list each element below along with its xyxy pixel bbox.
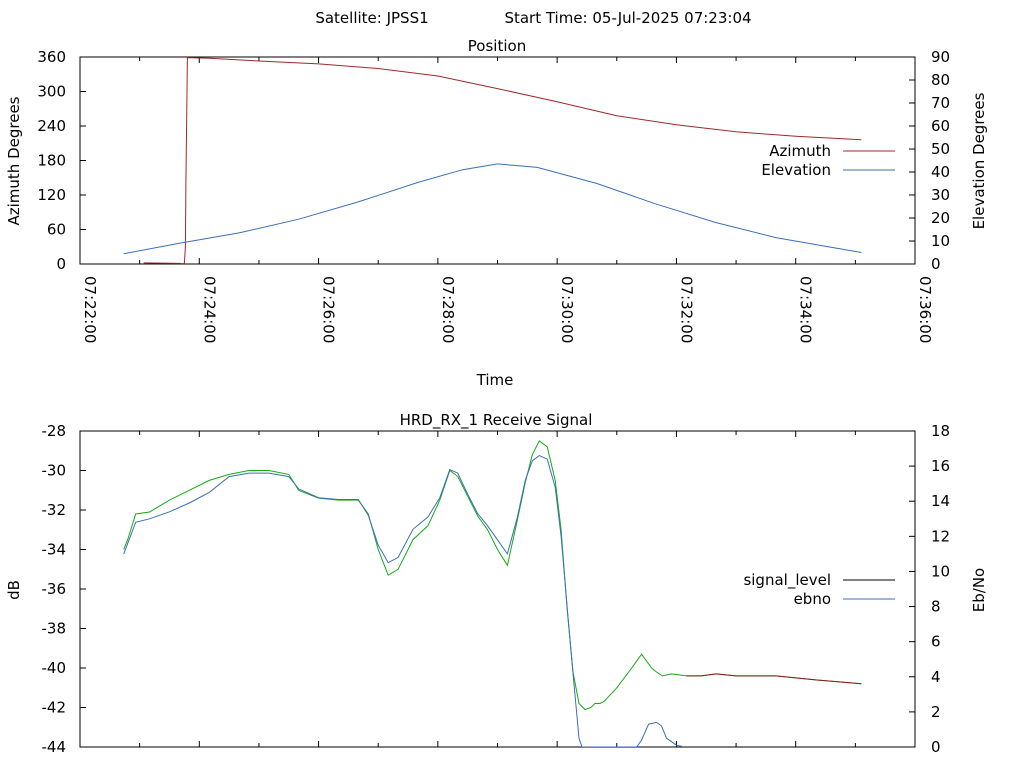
position-x-tick-label: 07:28:00 — [439, 276, 457, 343]
signal-level-lost-segment — [686, 673, 862, 685]
signal-y2-tick-label: 8 — [931, 598, 941, 616]
ebno-axis-label: Eb/No — [970, 568, 988, 612]
signal-y-tick-label: -40 — [42, 659, 67, 677]
signal-y2-tick-label: 14 — [931, 492, 950, 510]
signal-plot-frame — [79, 430, 916, 748]
elevation-series-line — [123, 163, 862, 255]
position-y-tick-label: 300 — [37, 83, 66, 101]
signal-y-tick-label: -42 — [42, 699, 67, 717]
position-y2-tick-label: 20 — [931, 209, 950, 227]
signal-chart-title: HRD_RX_1 Receive Signal — [400, 411, 593, 430]
position-y2-tick-label: 30 — [931, 186, 950, 204]
start-time-label: Start Time: 05-Jul-2025 07:23:04 — [504, 9, 751, 27]
position-x-tick-label: 07:34:00 — [797, 276, 815, 343]
signal-y-tick-label: -38 — [42, 620, 67, 638]
signal-y-tick-label: -32 — [42, 501, 67, 519]
signal-level-legend-label: signal_level — [743, 571, 831, 590]
position-x-axis-label: Time — [476, 371, 514, 389]
signal-y-tick-label: -30 — [42, 462, 67, 480]
position-y-tick-label: 120 — [37, 186, 66, 204]
signal-y2-tick-label: 12 — [931, 527, 950, 545]
elevation-legend-label: Elevation — [761, 161, 831, 179]
azimuth-series-line — [143, 57, 862, 264]
signal-y2-tick-label: 16 — [931, 457, 950, 475]
signal-y2-tick-label: 6 — [931, 633, 941, 651]
azimuth-axis-label: Azimuth Degrees — [5, 96, 23, 225]
db-axis-label: dB — [5, 580, 23, 600]
position-y-tick-label: 180 — [37, 152, 66, 170]
position-chart: Position Time Azimuth Degrees Elevation … — [5, 37, 988, 389]
position-x-tick-label: 07:26:00 — [320, 276, 338, 343]
position-y2-tick-label: 40 — [931, 163, 950, 181]
signal-y-tick-label: -36 — [42, 580, 67, 598]
position-y2-tick-label: 80 — [931, 71, 950, 89]
position-y2-tick-label: 0 — [931, 255, 941, 273]
position-y2-tick-label: 50 — [931, 140, 950, 158]
signal-y-tick-label: -34 — [42, 541, 67, 559]
position-y-tick-label: 360 — [37, 48, 66, 66]
azimuth-legend-label: Azimuth — [769, 142, 831, 160]
signal-y2-tick-label: 18 — [931, 422, 950, 440]
position-y-tick-label: 60 — [47, 221, 66, 239]
signal-level-series-line — [123, 440, 862, 711]
position-x-tick-label: 07:22:00 — [81, 276, 99, 343]
position-y2-tick-label: 90 — [931, 48, 950, 66]
position-y2-tick-label: 60 — [931, 117, 950, 135]
satellite-label: Satellite: JPSS1 — [315, 9, 428, 27]
position-y2-tick-label: 10 — [931, 232, 950, 250]
position-x-tick-label: 07:30:00 — [558, 276, 576, 343]
ebno-series-line — [123, 455, 685, 747]
position-x-tick-label: 07:36:00 — [916, 276, 934, 343]
receive-signal-chart: HRD_RX_1 Receive Signal dB Eb/No -44 -42 -… — [5, 411, 988, 756]
position-y-tick-label: 0 — [56, 255, 66, 273]
signal-y2-tick-label: 2 — [931, 703, 941, 721]
signal-y2-tick-label: 10 — [931, 562, 950, 580]
elevation-axis-label: Elevation Degrees — [970, 92, 988, 229]
position-y2-tick-label: 70 — [931, 94, 950, 112]
signal-y2-tick-label: 0 — [931, 738, 941, 756]
position-y-tick-label: 240 — [37, 117, 66, 135]
position-x-tick-label: 07:24:00 — [200, 276, 218, 343]
signal-y-tick-label: -28 — [42, 422, 67, 440]
ebno-legend-label: ebno — [794, 590, 831, 608]
position-chart-title: Position — [468, 37, 526, 55]
signal-y2-tick-label: 4 — [931, 668, 941, 686]
position-x-tick-label: 07:32:00 — [677, 276, 695, 343]
signal-y-tick-label: -44 — [42, 738, 67, 756]
